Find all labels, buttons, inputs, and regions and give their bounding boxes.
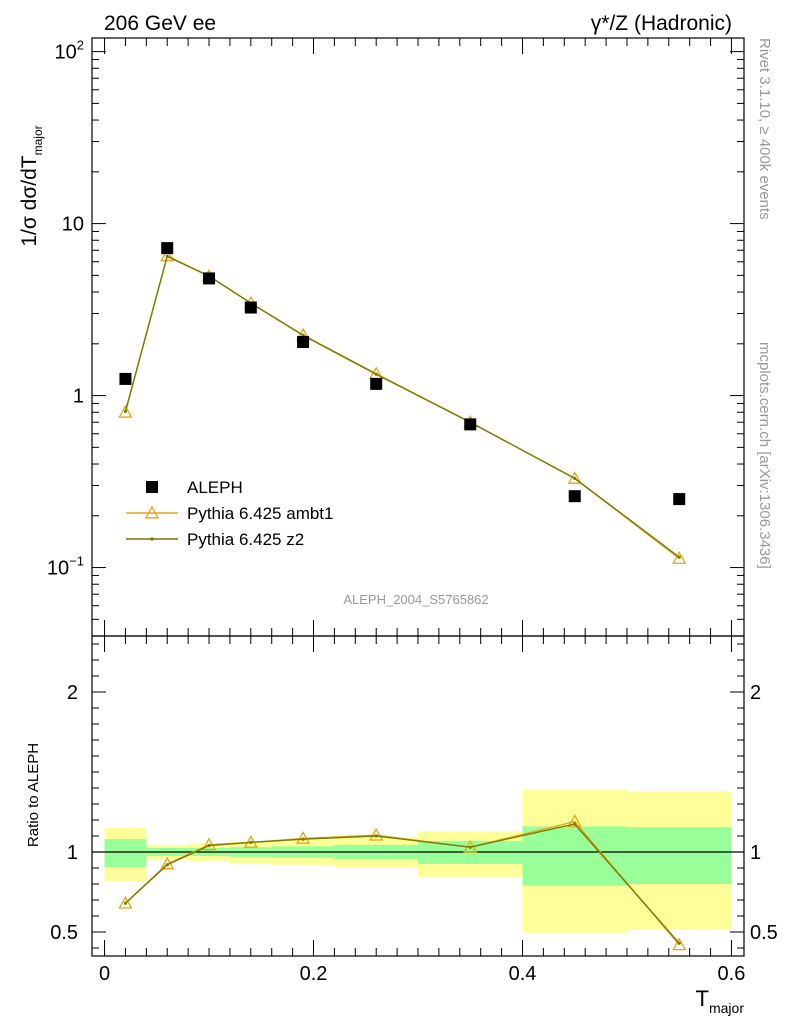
side-label-mcplots: mcplots.cern.ch [arXiv:1306.3436] bbox=[756, 342, 773, 569]
header-left: 206 GeV ee bbox=[104, 12, 216, 35]
ratio-ytick-label-right-0: 0.5 bbox=[750, 922, 778, 944]
main-aleph-point-7 bbox=[568, 490, 581, 503]
ratio-ambt1-point-8 bbox=[672, 937, 687, 951]
main-ytick-label-base: 10 bbox=[62, 214, 84, 236]
ratio-ytick-label-2: 2 bbox=[67, 682, 78, 704]
main-ylabel-sub: major bbox=[31, 125, 45, 155]
legend-label-2: Pythia 6.425 z2 bbox=[187, 530, 304, 549]
main-z2-point-1 bbox=[165, 254, 169, 258]
ratio-ambt1-point-4 bbox=[295, 831, 311, 844]
main-ytick-label-exp: 2 bbox=[77, 38, 84, 53]
ratio-z2-point-8 bbox=[677, 941, 681, 945]
ratio-z2-point-2 bbox=[207, 844, 211, 848]
x-axis-label: Tmajor bbox=[696, 986, 745, 1016]
ratio-z2-point-7 bbox=[573, 822, 577, 826]
x-axis-label-text: T bbox=[696, 986, 709, 1011]
ratio-ytick-label-1: 1 bbox=[67, 842, 78, 864]
ratio-ambt1-point-7 bbox=[567, 814, 582, 828]
main-ytick-label-base: 1 bbox=[73, 386, 84, 408]
main-aleph-point-6 bbox=[464, 418, 477, 431]
main-ambt1-point-0 bbox=[118, 404, 133, 418]
stat-band-0 bbox=[104, 839, 147, 868]
legend-label-1: Pythia 6.425 ambt1 bbox=[187, 504, 333, 523]
ratio-z2-point-5 bbox=[374, 834, 378, 838]
header-right: γ*/Z (Hadronic) bbox=[591, 12, 732, 35]
ratio-ytick-label-0: 0.5 bbox=[50, 922, 78, 944]
ratio-z2-point-0 bbox=[123, 901, 128, 905]
ratio-ambt1-point-5 bbox=[369, 827, 384, 841]
x-axis-label-sub: major bbox=[709, 1000, 744, 1016]
main-ytick-label-0: 102 bbox=[55, 38, 84, 64]
stat-band-7 bbox=[522, 826, 627, 886]
ratio-ytick-label-right-2: 2 bbox=[750, 682, 761, 704]
legend-label-0: ALEPH bbox=[187, 478, 243, 497]
main-z2-point-7 bbox=[573, 476, 577, 480]
main-aleph-point-1 bbox=[161, 242, 174, 255]
ratio-ylabel: Ratio to ALEPH bbox=[25, 743, 42, 847]
main-z2-point-8 bbox=[677, 555, 681, 559]
main-z2-point-5 bbox=[374, 372, 378, 376]
main-ylabel-text: 1/σ dσ/dT bbox=[18, 155, 41, 246]
svg-text:1/σ dσ/dTmajor: 1/σ dσ/dTmajor bbox=[18, 125, 45, 246]
ratio-ambt1-point-0 bbox=[118, 895, 133, 909]
x-tick-label-3: 0.6 bbox=[718, 963, 746, 985]
ratio-ytick-label-right-1: 1 bbox=[750, 842, 761, 864]
main-ytick-label-2: 1 bbox=[73, 386, 84, 408]
main-aleph-point-8 bbox=[673, 493, 686, 506]
side-label-rivet: Rivet 3.1.10, ≥ 400k events bbox=[756, 38, 773, 220]
x-tick-label-1: 0.2 bbox=[300, 963, 328, 985]
x-tick-label-2: 0.4 bbox=[509, 963, 537, 985]
legend-marker-aleph bbox=[146, 481, 158, 493]
main-ytick-label-1: 10 bbox=[62, 214, 84, 236]
ratio-z2-point-4 bbox=[301, 837, 305, 841]
main-aleph-point-0 bbox=[119, 372, 132, 385]
main-ytick-label-base: 10 bbox=[47, 558, 69, 580]
ratio-bands bbox=[92, 789, 744, 933]
ratio-series bbox=[118, 814, 687, 951]
legend-marker-ambt1 bbox=[144, 505, 160, 519]
main-aleph-point-5 bbox=[370, 377, 383, 390]
x-tick-label-0: 0 bbox=[99, 963, 110, 985]
ratio-z2-point-6 bbox=[468, 845, 472, 849]
ratio-frame: 0 0.2 0.4 0.60.5 0.51 12 2 bbox=[50, 635, 778, 985]
main-aleph-point-3 bbox=[244, 301, 257, 314]
legend-marker-z2 bbox=[150, 537, 154, 541]
main-ylabel: 1/σ dσ/dTmajor bbox=[18, 125, 45, 246]
stat-band-8 bbox=[626, 827, 732, 884]
watermark: ALEPH_2004_S5765862 bbox=[343, 592, 488, 607]
main-z2-point-0 bbox=[123, 409, 128, 413]
main-ambt1-point-1 bbox=[160, 248, 175, 262]
main-ytick-label-exp: −1 bbox=[69, 554, 84, 569]
legend: ALEPH Pythia 6.425 ambt1 Pythia 6.425 z2 bbox=[126, 478, 333, 549]
ratio-ambt1-point-2 bbox=[201, 837, 217, 851]
main-ambt1-point-7 bbox=[567, 471, 582, 484]
main-series bbox=[118, 242, 687, 564]
main-ytick-label-3: 10−1 bbox=[47, 554, 84, 580]
main-aleph-point-4 bbox=[297, 335, 310, 348]
main-ytick-label-base: 10 bbox=[55, 42, 77, 64]
ratio-z2-point-1 bbox=[165, 863, 169, 867]
main-ambt1-point-8 bbox=[672, 551, 687, 564]
ratio-z2-point-3 bbox=[249, 840, 253, 845]
main-aleph-point-2 bbox=[203, 272, 216, 285]
